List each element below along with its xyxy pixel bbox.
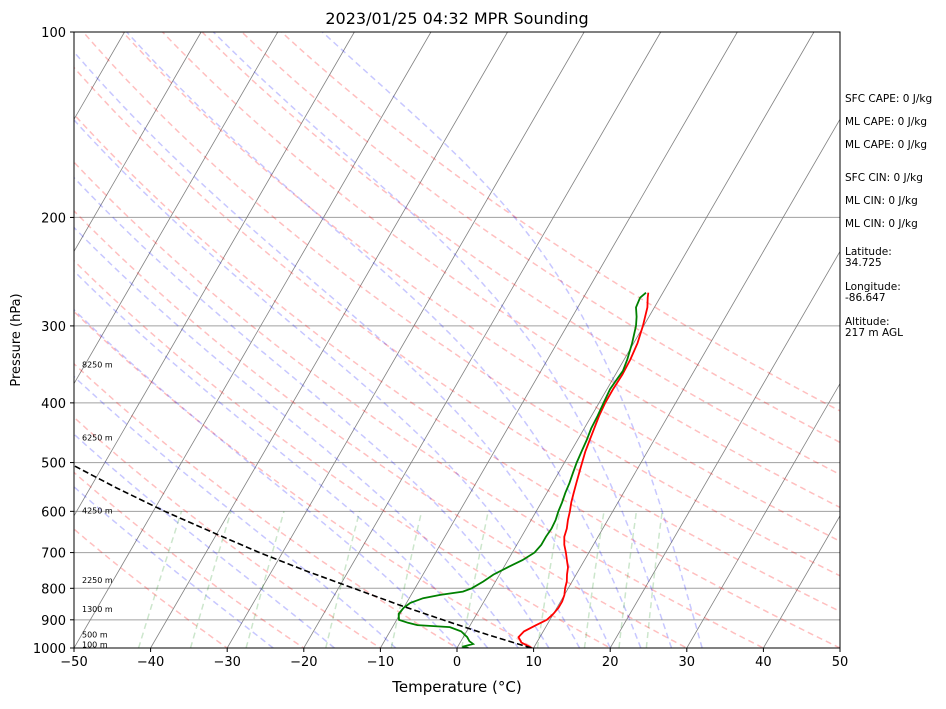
x-tick-label-3: −20: [290, 655, 317, 670]
moist-adiabat-10: [213, 32, 671, 648]
moist-adiabat-8: [57, 32, 610, 648]
y-tick-label-1: 900: [41, 614, 66, 629]
dry-adiabat-4: [0, 18, 556, 661]
height-label-5: 6250 m: [82, 434, 113, 443]
sfc-cape-text: SFC CAPE: 0 J/kg: [845, 93, 945, 106]
dry-adiabat-2: [0, 18, 401, 661]
dry-adiabat-5: [0, 18, 634, 661]
x-tick-label-1: −40: [137, 655, 164, 670]
ml-cin-text: ML CIN: 0 J/kg: [845, 195, 945, 208]
sfc-cin-text: SFC CIN: 0 J/kg: [845, 172, 945, 185]
temperature-trace: [519, 293, 649, 648]
y-axis-ticks: 1000 900 800 700 600 500 400 300 200 100: [33, 26, 74, 657]
x-tick-label-4: −10: [367, 655, 394, 670]
mixing-ratio-4: [391, 511, 421, 648]
x-tick-label-0: −50: [60, 655, 87, 670]
dry-adiabat-14: [228, 18, 946, 661]
x-tick-label-6: 10: [525, 655, 542, 670]
y-axis-label: Pressure (hPa): [9, 293, 24, 386]
chart-title: 2023/01/25 04:32 MPR Sounding: [325, 9, 588, 28]
x-tick-label-5: 0: [453, 655, 461, 670]
dry-adiabat-7: [0, 18, 790, 661]
y-tick-label-0: 1000: [33, 642, 66, 657]
y-tick-label-3: 700: [41, 547, 66, 562]
x-tick-label-9: 40: [755, 655, 772, 670]
y-tick-label-8: 200: [41, 211, 66, 226]
isotherm-14: [457, 32, 814, 648]
moist-adiabat-6: [0, 32, 549, 648]
height-label-6: 8250 m: [82, 361, 113, 370]
longitude-text: Longitude: -86.647: [845, 282, 945, 304]
x-tick-label-2: −30: [213, 655, 240, 670]
isotherm-10: [151, 32, 508, 648]
latitude-text: Latitude: 34.725: [845, 247, 945, 269]
x-tick-label-10: 50: [832, 655, 849, 670]
ml-cape-text: ML CAPE: 0 J/kg: [845, 116, 945, 129]
height-label-2: 1300 m: [82, 605, 113, 614]
background-lines: [0, 18, 946, 661]
mixing-ratio-1: [191, 511, 232, 648]
y-tick-label-5: 500: [41, 457, 66, 472]
dry-adiabat-0: [0, 18, 246, 661]
y-tick-label-4: 600: [41, 505, 66, 520]
parcel-trace: [0, 293, 531, 648]
dry-adiabat-10: [71, 18, 946, 661]
x-axis-label: Temperature (°C): [391, 678, 521, 696]
stats-panel: SFC CAPE: 0 J/kg ML CAPE: 0 J/kg ML CAPE…: [845, 93, 945, 339]
y-tick-label-6: 400: [41, 397, 66, 412]
altitude-text: Altitude: 217 m AGL: [845, 317, 945, 339]
x-tick-label-7: 20: [602, 655, 619, 670]
ml-cape-text-2: ML CAPE: 0 J/kg: [845, 139, 945, 152]
isotherm-15: [534, 32, 891, 648]
moist-adiabat-4: [0, 32, 488, 648]
y-tick-label-2: 800: [41, 582, 66, 597]
x-axis-ticks: −50 −40 −30 −20 −10 0 10 20 30 40 50: [60, 648, 848, 670]
dry-adiabat-3: [0, 18, 479, 661]
ml-cin-text-2: ML CIN: 0 J/kg: [845, 218, 945, 231]
height-label-4: 4250 m: [82, 506, 113, 515]
mixing-ratio-2: [246, 511, 284, 648]
moist-adiabat-3: [0, 32, 457, 648]
y-tick-label-7: 300: [41, 320, 66, 335]
moist-adiabat-7: [0, 32, 580, 648]
height-label-3: 2250 m: [82, 576, 113, 585]
x-tick-label-8: 30: [679, 655, 696, 670]
dry-adiabat-6: [0, 18, 712, 661]
y-tick-label-9: 100: [41, 26, 66, 41]
height-label-1: 500 m: [82, 631, 108, 640]
